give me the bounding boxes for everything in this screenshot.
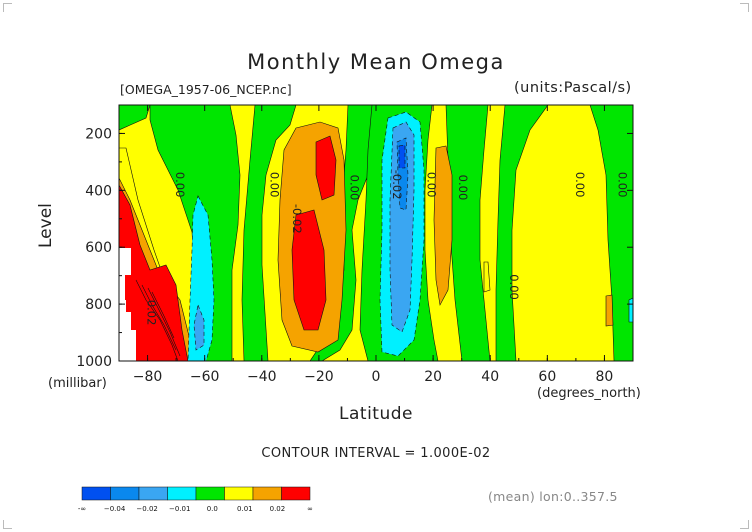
contour-label: 0.00	[456, 175, 470, 201]
x-tick-label: −60	[190, 369, 220, 385]
missing-data	[119, 248, 131, 300]
x-axis-label: Latitude	[339, 404, 413, 424]
x-tick-label: 20	[424, 369, 442, 385]
x-tick-label: −20	[304, 369, 334, 385]
field-negative-moderate	[628, 297, 633, 323]
field-positive-moderate	[605, 294, 614, 327]
frame-corner	[740, 3, 749, 12]
colorbar-swatch	[138, 486, 168, 501]
colorbar-label: 0.02	[270, 505, 286, 513]
contour-fields	[119, 105, 633, 361]
file-label: [OMEGA_1957-06_NCEP.nc]	[120, 82, 292, 97]
contour-label: -0.02	[390, 170, 404, 200]
y-tick-label: 1000	[76, 354, 112, 370]
contour-label: 0.00	[507, 274, 521, 300]
field-negative-strong	[389, 121, 415, 333]
colorbar: -∞ −0.04 −0.02 −0.01 0.0 0.01 0.02 ∞	[78, 486, 313, 513]
missing-data	[119, 300, 136, 361]
colorbar-label: ∞	[307, 505, 313, 513]
field-positive-weak	[483, 261, 491, 293]
colorbar-swatch	[224, 486, 254, 501]
colorbar-swatch	[167, 486, 197, 501]
field-negative-weak	[119, 105, 151, 131]
colorbar-label: −0.04	[104, 505, 126, 513]
contour-interval-label: CONTOUR INTERVAL = 1.000E-02	[261, 446, 491, 461]
x-tick-label: 60	[538, 369, 556, 385]
x-tick-label: 40	[481, 369, 499, 385]
x-tick-label: −80	[133, 369, 163, 385]
y-tick-label: 200	[85, 126, 112, 142]
units-label: (units:Pascal/s)	[514, 80, 632, 96]
x-tick-label: −40	[247, 369, 277, 385]
field-negative-strongest	[398, 144, 406, 169]
y-tick-label: 400	[85, 183, 112, 199]
colorbar-swatch	[110, 486, 140, 501]
y-tick-label: 800	[85, 297, 112, 313]
colorbar-swatch	[81, 486, 111, 501]
x-axis-unit: (degrees_north)	[537, 386, 641, 401]
field-positive-moderate	[433, 145, 453, 306]
y-tick-label: 600	[85, 240, 112, 256]
mean-label: (mean) lon:0..357.5	[488, 489, 618, 504]
frame-corner	[3, 3, 12, 12]
colorbar-label: 0.0	[207, 505, 218, 513]
contour-lines-positive	[135, 279, 181, 361]
y-axis-unit: (millibar)	[48, 376, 107, 391]
contour-label: 0.00	[616, 172, 630, 198]
colorbar-label: −0.02	[136, 505, 157, 513]
colorbar-swatch	[195, 486, 225, 501]
field-negative-weak	[241, 105, 297, 361]
contour-label: 0.00	[173, 172, 187, 198]
x-axis-ticks: −80 −60 −40 −20 0 20 40 60 80	[118, 105, 634, 385]
contour-label: -0.02	[290, 204, 304, 234]
contour-label: 0.02	[145, 300, 159, 326]
field-positive-strong	[315, 135, 337, 201]
colorbar-label: −0.01	[169, 505, 190, 513]
field-negative-strong	[193, 303, 205, 351]
contour-label: 0.00	[573, 172, 587, 198]
contour-label: 0.00	[267, 172, 281, 198]
field-negative-weak	[495, 105, 549, 361]
chart-title: Monthly Mean Omega	[247, 50, 505, 74]
contour-labels: 0.00 0.00 -0.02 0.00 -0.02 0.00 0.00 0.00 0.00 0.…	[145, 170, 630, 326]
frame-corner	[3, 520, 12, 529]
contour-label: 0.00	[424, 172, 438, 198]
colorbar-label: 0.01	[237, 505, 253, 513]
x-tick-label: 0	[372, 369, 381, 385]
colorbar-swatch	[252, 486, 282, 501]
colorbar-label: -∞	[78, 505, 86, 513]
field-positive-strong	[291, 209, 327, 331]
field-positive-strong	[119, 184, 189, 361]
field-negative-moderate	[187, 195, 215, 361]
y-axis-ticks: 200 400 600 800 1000	[76, 104, 633, 370]
x-tick-label: 80	[596, 369, 614, 385]
frame-corner	[740, 520, 749, 529]
colorbar-swatch	[281, 486, 311, 501]
contour-label: 0.00	[347, 175, 361, 201]
